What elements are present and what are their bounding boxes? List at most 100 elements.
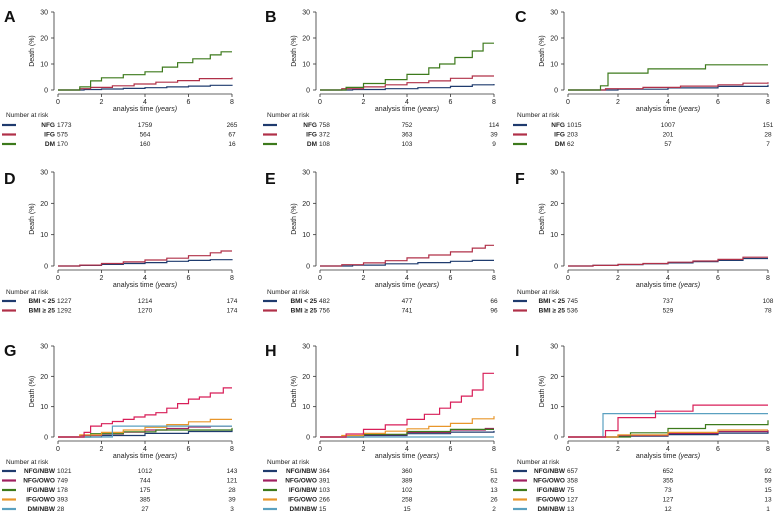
x-tick-label: 2 <box>616 99 620 106</box>
x-axis-unit: (years) <box>155 106 177 113</box>
risk-row-label: IFG/NBW <box>537 487 566 494</box>
risk-count: 114 <box>489 122 500 129</box>
x-axis-unit: (years) <box>417 453 439 460</box>
risk-count: 67 <box>228 132 236 139</box>
x-axis-unit: (years) <box>678 282 700 289</box>
x-axis-unit: (years) <box>678 106 700 113</box>
series-line-ifg <box>58 77 233 91</box>
risk-count: 108 <box>319 141 330 148</box>
y-tick-label: 20 <box>40 36 48 43</box>
panel-label: B <box>265 9 277 26</box>
x-tick-label: 0 <box>318 99 322 106</box>
panel-f: F 0 10 20 30 Death (%) 0 2 4 6 8 analysis time (yea… <box>513 170 774 315</box>
risk-count: 39 <box>490 132 498 139</box>
risk-count: 59 <box>764 478 772 485</box>
risk-count: 15 <box>764 487 772 494</box>
series-line-dm-owo <box>320 372 494 438</box>
risk-table-title: Number at risk <box>517 289 560 296</box>
risk-count: 360 <box>402 468 413 475</box>
risk-count: 28 <box>764 132 772 139</box>
x-tick-label: 4 <box>405 99 409 106</box>
x-tick-label: 8 <box>492 275 496 282</box>
risk-count: 175 <box>140 487 151 494</box>
risk-count: 389 <box>402 478 413 485</box>
risk-count: 57 <box>664 141 672 148</box>
y-tick-label: 0 <box>44 435 48 442</box>
risk-count: 265 <box>227 122 238 129</box>
panel-label: D <box>4 171 16 188</box>
y-tick-label: 10 <box>40 62 48 69</box>
risk-count: 28 <box>57 506 65 513</box>
x-tick-label: 6 <box>449 446 453 453</box>
x-tick-label: 4 <box>666 99 670 106</box>
risk-count: 741 <box>402 308 413 315</box>
y-tick-label: 0 <box>306 435 310 442</box>
risk-row-label: BMI ≥ 25 <box>29 308 56 315</box>
y-tick-label: 30 <box>40 344 48 351</box>
risk-count: 121 <box>227 478 238 485</box>
x-tick-label: 0 <box>56 99 60 106</box>
panel-label: H <box>265 343 277 360</box>
risk-row-label: NFG/OWO <box>533 478 565 485</box>
risk-count: 364 <box>319 468 330 475</box>
risk-count: 1270 <box>138 308 153 315</box>
risk-row-label: NFG/NBW <box>534 468 566 475</box>
risk-count: 62 <box>490 478 498 485</box>
risk-table-title: Number at risk <box>6 459 49 466</box>
risk-count: 1012 <box>138 468 153 475</box>
y-tick-label: 0 <box>554 88 558 95</box>
y-tick-label: 20 <box>40 374 48 381</box>
panel-label: E <box>265 171 276 188</box>
risk-row-label: DM/NBW <box>28 506 56 513</box>
risk-count: 482 <box>319 298 330 305</box>
risk-count: 575 <box>57 132 68 139</box>
risk-count: 391 <box>319 478 330 485</box>
y-tick-label: 10 <box>550 404 558 411</box>
risk-count: 385 <box>140 497 151 504</box>
risk-count: 358 <box>567 478 578 485</box>
y-tick-label: 10 <box>302 62 310 69</box>
x-tick-label: 4 <box>143 99 147 106</box>
x-axis-label: analysis time (years) <box>113 106 177 113</box>
risk-table-title: Number at risk <box>517 112 560 119</box>
x-tick-label: 6 <box>716 446 720 453</box>
risk-count: 372 <box>319 132 330 139</box>
y-tick-label: 0 <box>306 88 310 95</box>
x-tick-label: 4 <box>405 446 409 453</box>
series-line-dm <box>568 64 768 91</box>
y-tick-label: 0 <box>554 435 558 442</box>
risk-count: 27 <box>141 506 149 513</box>
risk-count: 51 <box>490 468 498 475</box>
risk-count: 756 <box>319 308 330 315</box>
risk-table-title: Number at risk <box>6 112 49 119</box>
risk-count: 15 <box>319 506 327 513</box>
risk-count: 266 <box>319 497 330 504</box>
panel-label: G <box>4 343 16 360</box>
risk-count: 1015 <box>567 122 582 129</box>
risk-row-label: NFG/OWO <box>23 478 55 485</box>
series-line-nfg <box>320 84 495 91</box>
risk-count: 737 <box>663 298 674 305</box>
risk-row-label: IFG/NBW <box>27 487 56 494</box>
risk-row-label: BMI < 25 <box>538 298 565 305</box>
risk-count: 127 <box>567 497 578 504</box>
risk-row-label: NFG <box>303 122 317 129</box>
y-tick-label: 20 <box>550 374 558 381</box>
y-tick-label: 0 <box>554 264 558 271</box>
risk-count: 7 <box>766 141 770 148</box>
y-tick-label: 30 <box>40 10 48 17</box>
risk-row-label: NFG/NBW <box>286 468 318 475</box>
x-axis-label: analysis time (years) <box>636 282 700 289</box>
risk-row-label: DM <box>307 141 317 148</box>
x-tick-label: 8 <box>230 99 234 106</box>
series-line-nfg <box>58 84 233 91</box>
y-axis-label: Death (%) <box>291 35 298 67</box>
risk-count: 12 <box>664 506 672 513</box>
risk-row-label: IFG/OWO <box>536 497 565 504</box>
panel-d: D 0 10 20 30 Death (%) 0 2 4 6 8 analysis time (yea… <box>2 170 238 315</box>
y-axis-label: Death (%) <box>539 376 546 408</box>
risk-table-title: Number at risk <box>6 289 49 296</box>
risk-count: 201 <box>663 132 674 139</box>
risk-count: 564 <box>140 132 151 139</box>
panel-i: I 0 10 20 30 Death (%) 0 2 4 6 8 analysis time (yea… <box>513 343 772 513</box>
